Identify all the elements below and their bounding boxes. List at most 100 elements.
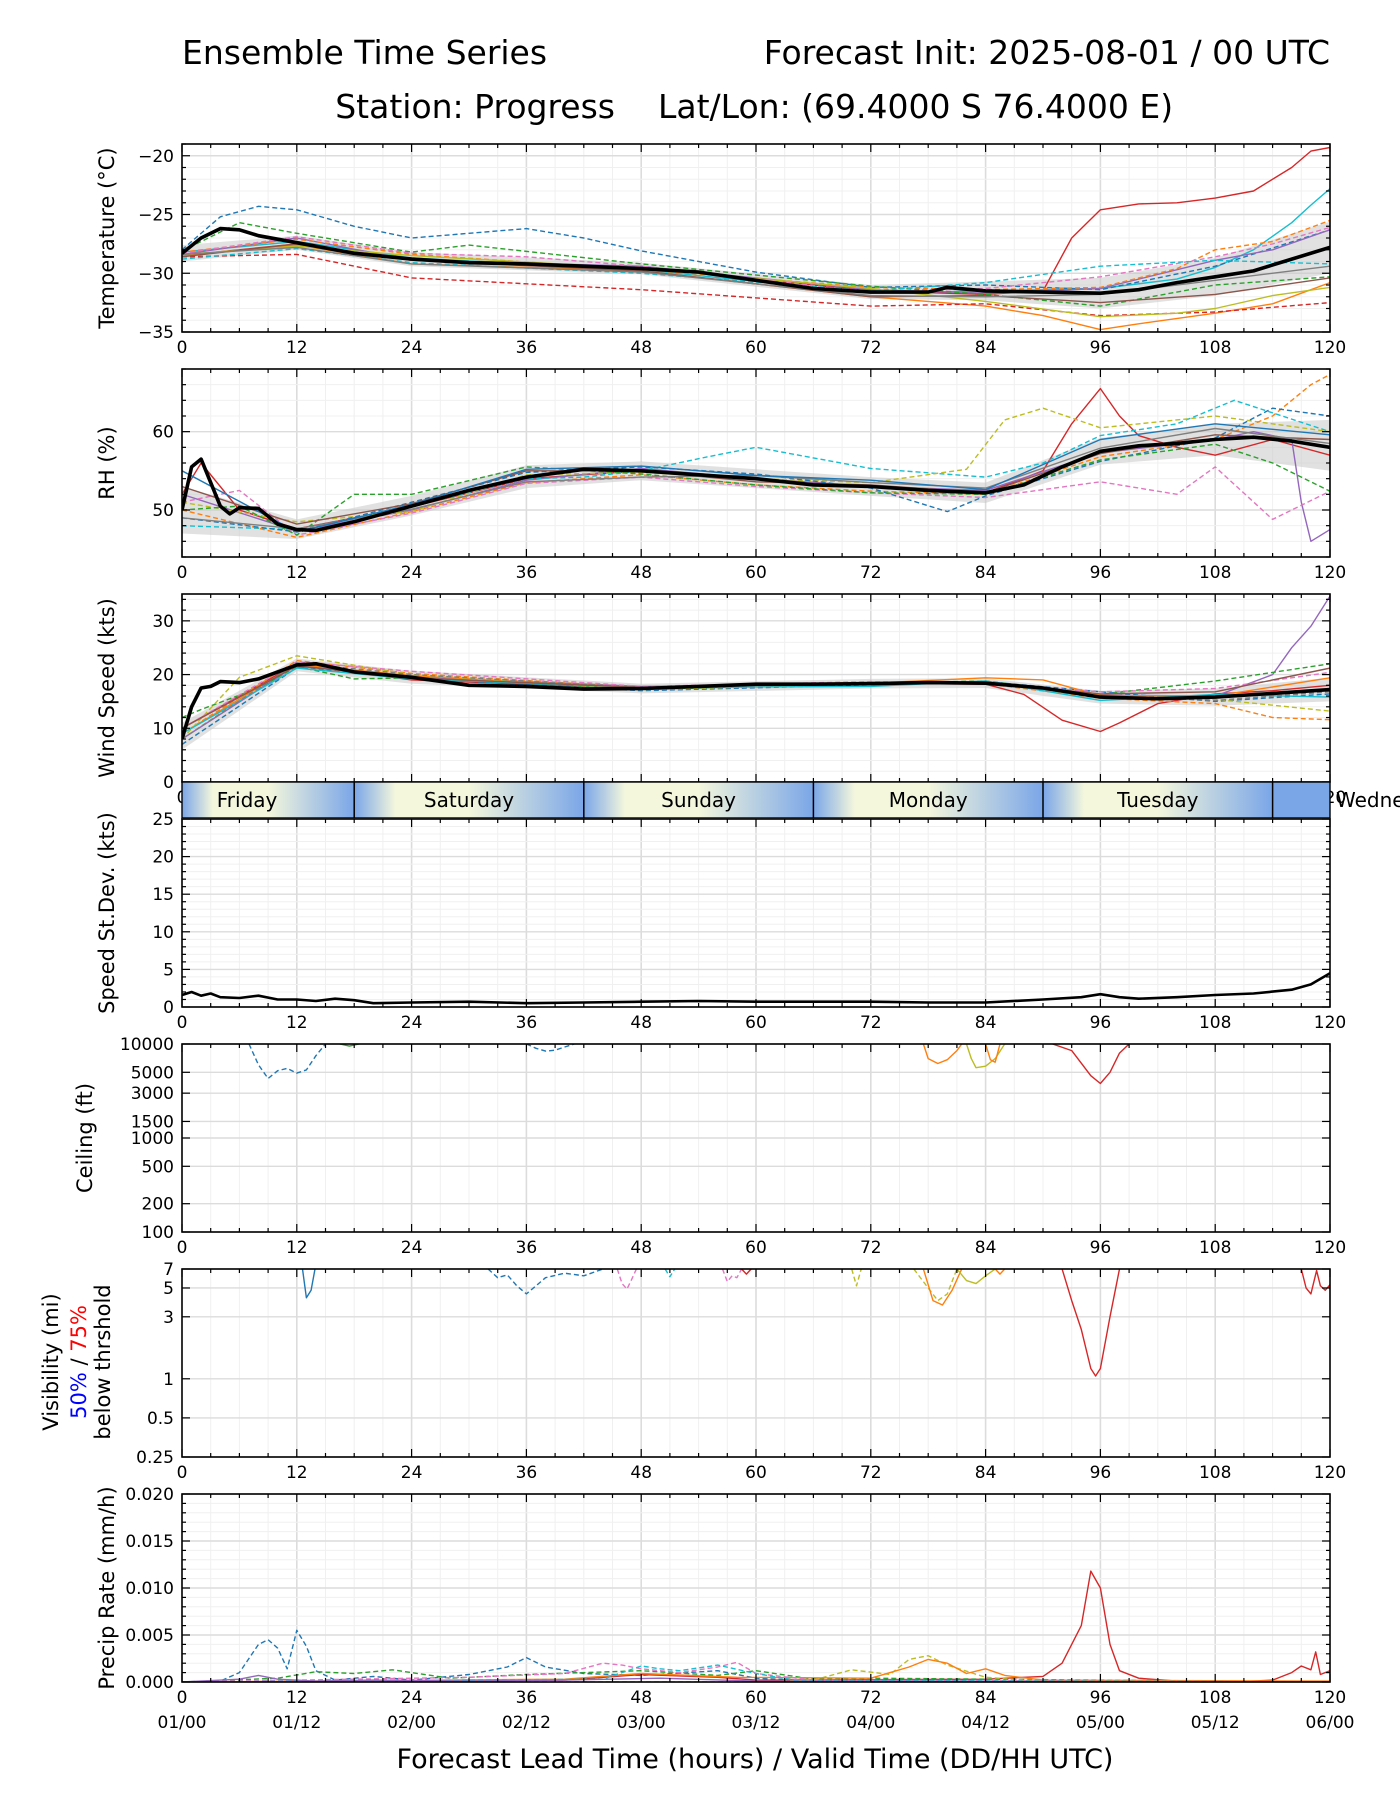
station-label: Station: Progress <box>335 87 615 126</box>
x-tick-label: 60 <box>745 1463 767 1483</box>
x-tick-label: 120 <box>1314 1688 1346 1708</box>
member-line-temperature-7 <box>182 221 1330 307</box>
grid-precip_rate <box>182 1493 1330 1683</box>
panel-speed-stdev: 0 12 24 36 48 60 72 84 96 108 120 0 5 10 15 20 25 Speed S… <box>95 810 1346 1033</box>
y-axis-label-speed_stdev: Speed St.Dev. (kts) <box>95 812 119 1014</box>
y-ticks-visibility: 0.25 0.5 1 3 57 <box>136 1260 1330 1468</box>
y-tick-label: 20 <box>152 848 174 868</box>
y-tick-label: 10 <box>152 719 174 739</box>
mean-line-temperature <box>182 226 1330 296</box>
member-line-temperature-2 <box>182 205 1330 291</box>
x-tick-label: 0 <box>177 1463 188 1483</box>
x-tick-label: 12 <box>286 1013 308 1033</box>
x-tick-label: 0 <box>177 338 188 358</box>
x-tick-label: 108 <box>1199 1463 1231 1483</box>
x-tick-label: 60 <box>745 1238 767 1258</box>
day-band: Friday Saturday Sunday Monday Tuesday Wedne <box>181 781 1400 819</box>
y-tick-label: 5000 <box>131 1063 174 1083</box>
x-tick-label: 96 <box>1090 563 1112 583</box>
member-line-visibility-1 <box>487 1269 604 1295</box>
x-ticks-precip_rate: 0 01/00 12 01/12 24 02/00 36 02/12 48 03/00 60 03/1… <box>158 1494 1355 1733</box>
x-tick-label: 84 <box>975 1013 997 1033</box>
member-line-precip_rate-0 <box>182 1629 1330 1682</box>
x-ticks-temperature: 0 12 24 36 48 60 72 84 96 108 120 <box>177 144 1346 358</box>
y-tick-label: 0 <box>163 773 174 793</box>
member-line-rh-4 <box>182 373 1330 539</box>
y-axis-label-wind_speed: Wind Speed (kts) <box>95 598 119 778</box>
member-line-visibility-10 <box>994 1269 1006 1275</box>
y-tick-label: 1500 <box>131 1112 174 1132</box>
mean-line-wind_speed <box>182 661 1330 740</box>
member-line-precip_rate-6 <box>182 1664 1330 1682</box>
y-tick-label: 7 <box>163 1260 174 1280</box>
member-line-visibility-5 <box>741 1269 752 1275</box>
member-line-rh-7 <box>182 443 1330 536</box>
x-ticks-visibility: 0 12 24 36 48 60 72 84 96 108 120 <box>177 1269 1346 1483</box>
member-line-temperature-12 <box>182 246 1330 298</box>
y-ticks-temperature: −35 −30 −25 −20 <box>138 143 1330 343</box>
y-tick-label: −25 <box>138 206 174 226</box>
x-tick-label: 108 <box>1199 1013 1231 1033</box>
y-tick-label: 25 <box>152 810 174 830</box>
x-tick-label: 84 <box>975 1238 997 1258</box>
x-tick-label: 24 <box>401 1238 423 1258</box>
member-line-visibility-2 <box>616 1269 638 1290</box>
panel-visibility: 0 12 24 36 48 60 72 84 96 108 120 0.25 0.5 1 3 57 <box>136 1260 1346 1483</box>
x-tick-label: 0 <box>177 1688 188 1708</box>
panel-wind-speed: 012243648607284961081200102030Wind Speed… <box>95 593 1346 808</box>
x-tick-label: 60 <box>745 338 767 358</box>
x-tick-label: 72 <box>860 563 882 583</box>
member-line-ceiling-3 <box>922 1044 963 1065</box>
member-line-precip_rate-7 <box>182 1674 1330 1682</box>
day-label-tuesday: Tuesday <box>1116 788 1199 812</box>
x-tick-label: 24 <box>401 1688 423 1708</box>
x-tick-datetime-label: 03/12 <box>732 1713 781 1733</box>
member-line-visibility-4 <box>721 1269 743 1283</box>
member-line-wind_speed-7 <box>182 661 1330 729</box>
x-tick-label: 84 <box>975 1688 997 1708</box>
member-line-visibility-11 <box>1061 1269 1121 1377</box>
x-tick-label: 120 <box>1314 563 1346 583</box>
y-tick-label: 200 <box>142 1195 174 1215</box>
panel-ceiling: 0 12 24 36 48 60 72 84 96 108 120 100 200 500 10001500… <box>73 1035 1346 1258</box>
y-tick-label: 1 <box>163 1370 174 1390</box>
x-tick-label: 108 <box>1199 563 1231 583</box>
x-tick-label: 48 <box>630 1013 652 1033</box>
grid-visibility <box>182 1268 1330 1458</box>
x-tick-label: 24 <box>401 1463 423 1483</box>
member-line-ceiling-2 <box>526 1044 575 1052</box>
day-label-saturday: Saturday <box>424 788 514 812</box>
x-tick-label: 24 <box>401 1013 423 1033</box>
x-tick-datetime-label: 05/12 <box>1191 1713 1240 1733</box>
x-tick-label: 48 <box>630 563 652 583</box>
x-tick-label: 36 <box>516 1688 538 1708</box>
y-tick-label: 60 <box>152 423 174 443</box>
grid-ceiling <box>182 1043 1330 1233</box>
x-tick-label: 108 <box>1199 1688 1231 1708</box>
x-tick-label: 12 <box>286 1688 308 1708</box>
y-tick-label: 500 <box>142 1157 174 1177</box>
y-tick-label: 0.000 <box>125 1673 174 1693</box>
y-tick-label: 3000 <box>131 1084 174 1104</box>
x-tick-label: 24 <box>401 338 423 358</box>
member-line-temperature-9 <box>182 226 1330 293</box>
x-tick-label: 12 <box>286 563 308 583</box>
panel-precip-rate: 0 01/00 12 01/12 24 02/00 36 02/12 48 03/00 60 03/1… <box>95 1485 1355 1733</box>
x-ticks-speed_stdev: 0 12 24 36 48 60 72 84 96 108 120 <box>177 819 1346 1033</box>
mean-line-rh <box>182 435 1330 533</box>
x-tick-label: 12 <box>286 338 308 358</box>
plot-area-temperature <box>182 146 1330 331</box>
x-tick-datetime-label: 05/00 <box>1076 1713 1125 1733</box>
member-line-visibility-7 <box>913 1269 958 1302</box>
x-tick-label: 72 <box>860 1013 882 1033</box>
x-tick-label: 60 <box>745 1688 767 1708</box>
visibility-ylabel-sub: below thrshold <box>91 1284 115 1439</box>
y-ticks-speed_stdev: 0 5 10 15 20 25 <box>152 810 1330 1018</box>
x-tick-label: 24 <box>401 563 423 583</box>
member-line-rh-5 <box>182 466 1330 536</box>
visibility-ylabel-main: Visibility (mi) <box>39 1293 63 1430</box>
x-tick-datetime-label: 03/00 <box>617 1713 666 1733</box>
y-tick-label: 1000 <box>131 1129 174 1149</box>
x-tick-label: 0 <box>177 563 188 583</box>
